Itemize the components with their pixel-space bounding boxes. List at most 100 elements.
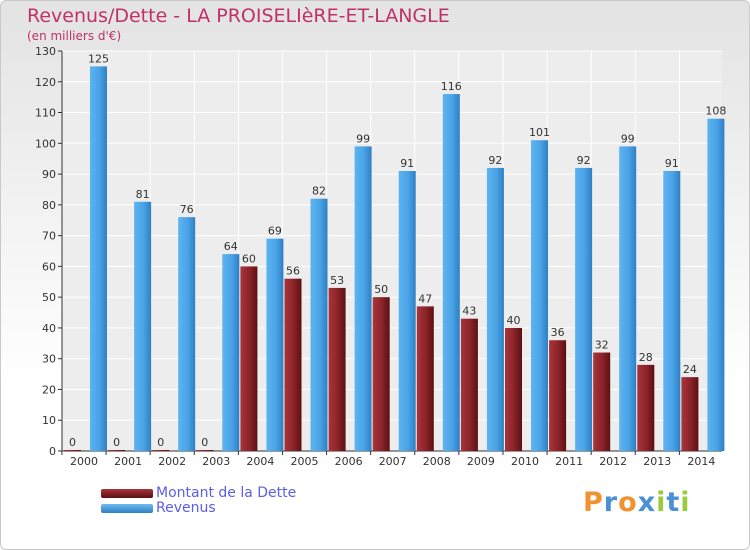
bar-dette: [284, 278, 302, 451]
x-tick-label: 2006: [335, 455, 363, 468]
data-label-revenus: 99: [356, 132, 370, 145]
data-label-dette: 56: [286, 265, 300, 278]
chart-title: Revenus/Dette - LA PROISELIèRE-ET-LANGLE: [27, 5, 450, 27]
data-label-revenus: 82: [312, 185, 326, 198]
logo-letter: i: [656, 487, 667, 518]
data-label-dette: 24: [683, 363, 697, 376]
data-label-dette: 43: [462, 305, 476, 318]
data-label-revenus: 92: [488, 154, 502, 167]
bar-dette: [240, 266, 258, 451]
y-tick-label: 50: [42, 291, 56, 304]
data-label-dette: 40: [507, 314, 521, 327]
proxiti-logo: Proxiti: [583, 487, 691, 518]
y-tick-label: 80: [42, 199, 56, 212]
bar-revenus: [398, 171, 416, 451]
y-tick-label: 20: [42, 383, 56, 396]
data-label-dette: 32: [595, 339, 609, 352]
bar-dette: [372, 297, 390, 451]
bar-revenus: [531, 140, 548, 451]
data-label-revenus: 92: [577, 154, 591, 167]
data-label-dette: 50: [374, 283, 388, 296]
y-tick-label: 120: [35, 76, 56, 89]
data-label-revenus: 64: [224, 240, 238, 253]
bar-dette: [505, 327, 522, 451]
x-tick-label: 2008: [423, 455, 451, 468]
x-tick-label: 2005: [291, 455, 319, 468]
bar-dette: [416, 306, 434, 451]
bar-dette: [108, 450, 126, 451]
bar-dette: [460, 318, 478, 451]
bar-revenus: [134, 201, 152, 451]
bar-revenus: [442, 94, 460, 452]
y-tick-label: 40: [42, 322, 56, 335]
x-tick-label: 2002: [158, 455, 186, 468]
bar-dette: [549, 340, 567, 451]
grid: [58, 50, 722, 455]
plot-area: [62, 51, 722, 451]
bar-revenus: [354, 146, 372, 451]
bar-dette: [681, 377, 699, 451]
data-label-dette: 47: [418, 292, 432, 305]
data-label-revenus: 91: [665, 157, 679, 170]
x-tick-label: 2012: [599, 455, 627, 468]
y-tick-label: 10: [42, 414, 56, 427]
bar-revenus: [222, 254, 240, 451]
logo-letter: P: [583, 487, 604, 518]
x-tick-label: 2013: [643, 455, 671, 468]
bar-dette: [64, 450, 81, 451]
x-tick-label: 2003: [202, 455, 230, 468]
y-tick-label: 70: [42, 230, 56, 243]
y-tick-label: 30: [42, 353, 56, 366]
data-label-dette: 0: [157, 436, 164, 449]
data-label-revenus: 125: [88, 52, 109, 65]
y-tick-label: 100: [35, 137, 56, 150]
data-label-revenus: 81: [136, 188, 150, 201]
data-label-dette: 36: [551, 326, 565, 339]
bar-dette: [593, 352, 611, 451]
bars: [64, 66, 725, 452]
data-label-dette: 0: [69, 436, 76, 449]
data-label-dette: 60: [242, 252, 256, 265]
logo-letter: x: [637, 487, 657, 518]
x-tick-label: 2009: [467, 455, 495, 468]
x-tick-label: 2010: [511, 455, 539, 468]
bar-revenus: [178, 217, 196, 451]
y-tick-label: 130: [35, 45, 56, 58]
x-tick-label: 2001: [114, 455, 142, 468]
bar-revenus: [266, 238, 284, 451]
data-label-revenus: 99: [621, 132, 635, 145]
bar-revenus: [486, 167, 504, 451]
bar-dette: [196, 450, 214, 451]
bar-dette: [328, 287, 346, 451]
logo-letter: i: [680, 487, 691, 518]
y-tick-label: 60: [42, 260, 56, 273]
data-label-revenus: 108: [705, 105, 726, 118]
data-label-revenus: 69: [268, 225, 282, 238]
legend-swatch-revenus: [101, 504, 153, 513]
x-tick-label: 2014: [687, 455, 715, 468]
x-tick-label: 2007: [379, 455, 407, 468]
data-label-dette: 0: [201, 436, 208, 449]
data-label-revenus: 91: [400, 157, 414, 170]
bar-dette: [152, 450, 170, 451]
bar-revenus: [310, 198, 328, 451]
legend-swatch-dette: [101, 489, 153, 498]
bar-revenus: [90, 66, 107, 451]
y-tick-label: 90: [42, 168, 56, 181]
bar-revenus: [575, 167, 593, 451]
bar-revenus: [663, 171, 681, 451]
logo-letter: t: [666, 487, 681, 518]
bar-dette: [637, 364, 655, 451]
x-tick-label: 2000: [70, 455, 98, 468]
labels: 0 10 20 30 40 50 60 70 80 90 100 110 120 130 2000 0 125 2…: [35, 45, 726, 468]
bar-revenus: [619, 146, 637, 451]
logo-letter: r: [603, 487, 619, 518]
legend-label-revenus: Revenus: [156, 500, 216, 516]
y-tick-label: 0: [49, 445, 56, 458]
data-label-dette: 53: [330, 274, 344, 287]
bar-revenus: [707, 118, 725, 451]
data-label-revenus: 116: [441, 80, 462, 93]
logo-letter: o: [618, 487, 638, 518]
